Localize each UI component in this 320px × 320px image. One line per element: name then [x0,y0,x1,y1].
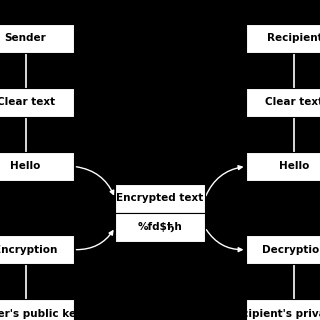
Text: Decryption: Decryption [262,244,320,255]
FancyBboxPatch shape [246,299,320,320]
Text: Encrypted text: Encrypted text [116,193,204,204]
Text: %fd$ђh: %fd$ђh [138,222,182,232]
FancyBboxPatch shape [0,299,74,320]
Text: Hello: Hello [279,161,309,172]
Text: Sender's public key: Sender's public key [0,308,83,319]
Text: Clear text: Clear text [0,97,55,108]
Text: Recipient's private key: Recipient's private key [227,308,320,319]
FancyBboxPatch shape [246,88,320,117]
FancyBboxPatch shape [115,184,205,213]
FancyBboxPatch shape [0,88,74,117]
Text: Recipient: Recipient [267,33,320,44]
Text: Hello: Hello [11,161,41,172]
FancyBboxPatch shape [246,24,320,53]
FancyBboxPatch shape [0,24,74,53]
Text: Clear text: Clear text [265,97,320,108]
FancyBboxPatch shape [0,235,74,264]
FancyBboxPatch shape [0,152,74,181]
Text: Encryption: Encryption [0,244,57,255]
FancyBboxPatch shape [246,152,320,181]
Text: Sender: Sender [5,33,46,44]
FancyBboxPatch shape [115,213,205,242]
FancyBboxPatch shape [246,235,320,264]
